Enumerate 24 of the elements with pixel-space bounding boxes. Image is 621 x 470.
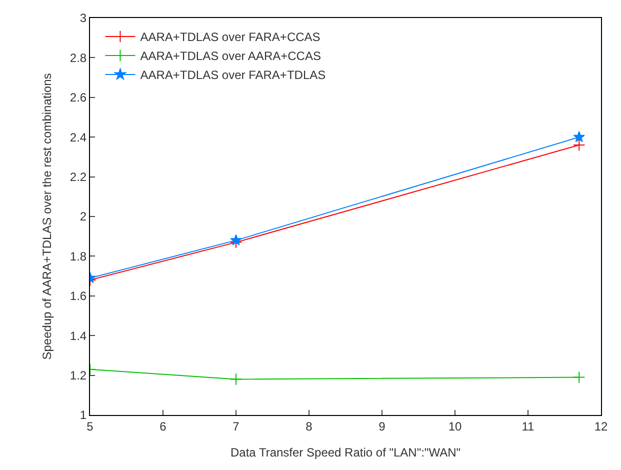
legend-label: AARA+TDLAS over AARA+CCAS [140,49,321,64]
y-tick-label: 2.8 [70,50,87,65]
x-tick-label: 8 [306,419,313,434]
y-tick-label: 1.8 [70,249,87,264]
y-axis-title: Speedup of AARA+TDLAS over the rest combinations [40,73,54,360]
legend-label: AARA+TDLAS over FARA+CCAS [140,30,320,44]
x-tick-label: 6 [160,419,167,434]
x-tick-label: 10 [448,419,462,434]
x-tick-label: 5 [86,419,94,434]
y-tick-label: 2.6 [70,90,87,105]
y-tick-label: 2 [80,210,87,224]
y-tick-label: 1.6 [70,289,87,304]
x-tick-label: 9 [378,419,386,434]
y-tick-label: 3 [80,11,87,26]
y-tick-label: 1.4 [70,328,87,343]
y-tick-label: 1 [80,408,87,422]
y-tick-label: 2.4 [70,130,87,144]
legend-label: AARA+TDLAS over FARA+TDLAS [140,68,326,82]
y-tick-label: 2.2 [70,170,87,184]
x-tick-label: 11 [522,419,535,434]
x-axis-title: Data Transfer Speed Ratio of "LAN":"WAN" [230,445,461,460]
x-tick-label: 7 [232,419,240,434]
x-tick-label: 12 [594,419,608,434]
y-tick-label: 1.2 [70,368,87,382]
